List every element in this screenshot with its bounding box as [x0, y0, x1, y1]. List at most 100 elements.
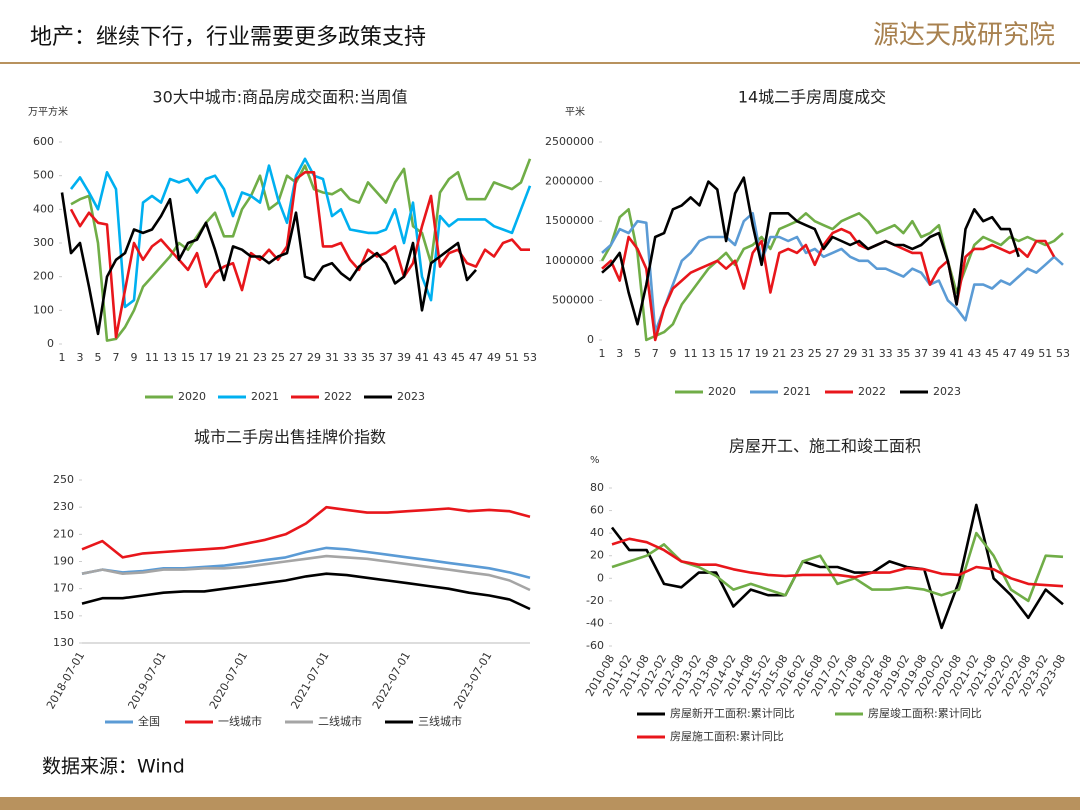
y-tick-label: 170	[53, 582, 74, 595]
x-tick-label: 35	[361, 351, 375, 364]
series-line	[81, 554, 531, 592]
x-tick-label: 9	[669, 347, 676, 360]
x-tick-label: 13	[701, 347, 715, 360]
series-line	[69, 171, 530, 339]
x-tick-label: 37	[379, 351, 393, 364]
chart-title: 30大中城市:商品房成交面积:当周值	[152, 88, 407, 107]
y-tick-label: 0	[587, 333, 594, 346]
y-tick-label: 200	[33, 270, 54, 283]
x-tick-label: 31	[861, 347, 875, 360]
x-tick-label: 51	[1038, 347, 1052, 360]
x-tick-label: 21	[772, 347, 786, 360]
x-tick-label: 7	[113, 351, 120, 364]
x-tick-label: 1	[59, 351, 66, 364]
legend-label: 二线城市	[318, 714, 362, 728]
y-tick-label: 230	[53, 500, 74, 513]
y-tick-label: 40	[590, 526, 604, 539]
x-tick-label: 7	[652, 347, 659, 360]
legend-label: 一线城市	[218, 714, 262, 728]
x-tick-label: 45	[985, 347, 999, 360]
y-axis-label: %	[590, 455, 600, 466]
x-tick-label: 47	[469, 351, 483, 364]
x-tick-label: 37	[914, 347, 928, 360]
x-tick-label: 3	[616, 347, 623, 360]
y-tick-label: -60	[586, 639, 604, 652]
series-line	[70, 158, 532, 342]
y-axis-label: 万平方米	[28, 105, 68, 118]
legend-label: 房屋新开工面积:累计同比	[670, 706, 795, 720]
y-tick-label: 210	[53, 527, 74, 540]
x-tick-label: 35	[896, 347, 910, 360]
y-tick-label: 80	[590, 481, 604, 494]
y-tick-label: 2000000	[545, 175, 594, 188]
x-tick-label: 27	[826, 347, 840, 360]
x-tick-label: 11	[145, 351, 159, 364]
y-tick-label: 190	[53, 555, 74, 568]
series-line	[81, 546, 531, 580]
x-tick-label: 25	[808, 347, 822, 360]
y-tick-label: 100	[33, 303, 54, 316]
x-tick-label: 39	[932, 347, 946, 360]
x-tick-label: 41	[415, 351, 429, 364]
series-line	[600, 208, 1064, 342]
x-tick-label: 2021-07-01	[288, 650, 331, 712]
y-tick-label: 400	[33, 202, 54, 215]
x-tick-label: 2019-07-01	[125, 650, 168, 712]
y-tick-label: 20	[590, 549, 604, 562]
x-tick-label: 25	[271, 351, 285, 364]
x-tick-label: 19	[755, 347, 769, 360]
x-tick-label: 27	[289, 351, 303, 364]
page-title: 地产：继续下行，行业需要更多政策支持	[30, 25, 426, 50]
legend-label: 房屋竣工面积:累计同比	[868, 706, 982, 720]
legend-label: 2023	[397, 390, 425, 403]
x-tick-label: 33	[343, 351, 357, 364]
x-tick-label: 51	[505, 351, 519, 364]
series-line	[601, 176, 1020, 326]
y-tick-label: 60	[590, 504, 604, 517]
legend-label: 2022	[324, 390, 352, 403]
y-tick-label: 250	[53, 473, 74, 486]
y-tick-label: 500	[33, 169, 54, 182]
series-line	[60, 192, 477, 336]
y-tick-label: 2500000	[545, 135, 594, 148]
header-rule	[0, 62, 1080, 64]
y-tick-label: 0	[597, 571, 604, 584]
x-tick-label: 41	[950, 347, 964, 360]
y-axis-label: 平米	[565, 105, 585, 118]
y-tick-label: 600	[33, 135, 54, 148]
legend-label: 2020	[178, 390, 206, 403]
x-tick-label: 9	[131, 351, 138, 364]
x-tick-label: 2023-07-01	[451, 650, 494, 712]
y-tick-label: 1500000	[545, 214, 594, 227]
legend-label: 房屋施工面积:累计同比	[670, 730, 784, 743]
x-tick-label: 2020-07-01	[207, 650, 250, 712]
x-tick-label: 43	[433, 351, 447, 364]
x-tick-label: 23	[790, 347, 804, 360]
x-tick-label: 2022-07-01	[370, 650, 413, 712]
y-tick-label: 130	[53, 636, 74, 649]
x-tick-label: 49	[487, 351, 501, 364]
series-line	[611, 537, 1064, 588]
legend-label: 三线城市	[418, 714, 462, 728]
x-tick-label: 53	[523, 351, 537, 364]
x-tick-label: 47	[1003, 347, 1017, 360]
series-line	[81, 505, 531, 559]
chart-title: 房屋开工、施工和竣工面积	[729, 437, 921, 456]
series-line	[601, 212, 1064, 334]
series-line	[69, 157, 532, 309]
logo: 源达天成研究院	[873, 21, 1055, 51]
x-tick-label: 21	[235, 351, 249, 364]
x-tick-label: 19	[217, 351, 231, 364]
y-tick-label: 0	[47, 337, 54, 350]
x-tick-label: 15	[719, 347, 733, 360]
x-tick-label: 1	[599, 347, 606, 360]
x-tick-label: 29	[307, 351, 321, 364]
series-line	[81, 572, 531, 611]
legend-label: 2020	[708, 385, 736, 398]
y-tick-label: -40	[586, 616, 604, 629]
x-tick-label: 53	[1056, 347, 1070, 360]
x-tick-label: 45	[451, 351, 465, 364]
x-tick-label: 3	[77, 351, 84, 364]
x-tick-label: 5	[95, 351, 102, 364]
